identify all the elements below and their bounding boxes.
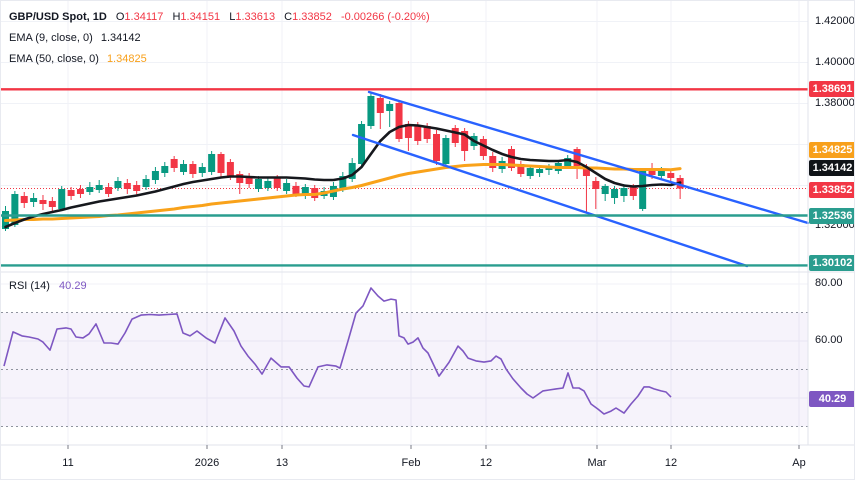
candle <box>67 186 75 200</box>
time-axis-label: 12 <box>479 457 493 469</box>
candle <box>161 162 169 177</box>
candle <box>667 170 675 182</box>
time-axis-label: 2026 <box>194 457 220 469</box>
change-value: -0.00266 (-0.20%) <box>340 11 430 23</box>
price-axis-label: 1.38000 <box>815 97 855 109</box>
time-axis-label: Mar <box>587 457 607 469</box>
candle <box>367 93 375 130</box>
candle <box>620 184 628 203</box>
candle <box>86 181 94 195</box>
candle <box>20 191 28 209</box>
candle <box>39 194 47 210</box>
rsi-value: 40.29 <box>59 280 87 292</box>
ema9-value: 1.34142 <box>100 32 141 44</box>
candle <box>105 182 113 198</box>
candle <box>507 145 515 172</box>
candle <box>451 125 459 148</box>
candle <box>133 180 141 196</box>
candle <box>582 163 590 213</box>
time-axis-label: Ap <box>792 457 806 469</box>
candles-series <box>2 93 684 232</box>
trendline[interactable] <box>367 90 810 225</box>
candle <box>264 176 272 191</box>
legend-symbol-row[interactable]: GBP/USD Spot, 1D O1.34117 H1.34151 L1.33… <box>9 10 430 24</box>
ohlc-close-value: 1.33852 <box>292 11 332 23</box>
candle <box>358 121 366 168</box>
symbol-title: GBP/USD Spot, 1D <box>9 11 107 23</box>
rsi-axis-badge: 40.29 <box>809 391 854 407</box>
candle <box>386 100 394 127</box>
candle <box>517 161 525 177</box>
rsi-line <box>3 287 672 415</box>
candle <box>592 176 600 209</box>
candle <box>433 130 441 165</box>
time-axis-label: 11 <box>62 457 74 469</box>
price-axis-label: 1.42000 <box>815 15 855 27</box>
candle <box>114 176 122 191</box>
ema-line <box>4 123 682 229</box>
candle <box>348 158 356 182</box>
time-axis-label: Feb <box>401 457 421 469</box>
candle <box>58 185 66 212</box>
candle <box>479 135 487 160</box>
candle <box>639 167 647 212</box>
price-axis-badge: 1.30102 <box>809 255 854 271</box>
price-axis-badge: 1.32536 <box>809 208 854 224</box>
candle <box>283 179 291 195</box>
legend-ema50-row[interactable]: EMA (50, close, 0) 1.34825 <box>9 52 147 66</box>
candle <box>208 150 216 176</box>
ohlc-low-key: L <box>229 11 236 23</box>
candle <box>489 152 497 172</box>
price-axis-badge: 1.38691 <box>809 81 854 97</box>
price-axis-badge: 1.34825 <box>809 142 854 158</box>
candle <box>601 184 609 201</box>
candle <box>30 193 38 208</box>
candle <box>95 180 103 194</box>
ohlc-low-value: 1.33613 <box>235 11 276 23</box>
candle <box>76 185 84 199</box>
candle <box>198 162 206 177</box>
legend-ema9-row[interactable]: EMA (9, close, 0) 1.34142 <box>9 31 141 45</box>
candle <box>611 185 619 204</box>
ema9-label: EMA (9, close, 0) <box>9 32 93 44</box>
price-axis-badge: 1.33852 <box>809 182 854 198</box>
candle <box>142 175 150 191</box>
candle <box>301 184 309 200</box>
candle <box>217 152 225 177</box>
candle <box>48 197 56 212</box>
candle <box>236 171 244 195</box>
candle <box>676 175 684 200</box>
candle <box>170 156 178 172</box>
rsi-band <box>1 312 808 427</box>
time-axis-label: 13 <box>275 457 289 469</box>
price-axis-badge: 1.34142 <box>809 160 854 176</box>
candle <box>123 179 131 195</box>
trendline[interactable] <box>351 133 749 268</box>
time-axis-label: 12 <box>664 457 678 469</box>
candle <box>245 172 253 189</box>
legend-rsi-row[interactable]: RSI (14) 40.29 <box>9 279 87 293</box>
candle <box>180 159 188 176</box>
candle <box>151 167 159 185</box>
rsi-label: RSI (14) <box>9 280 50 292</box>
ohlc-open-key: O <box>115 11 125 23</box>
ema50-label: EMA (50, close, 0) <box>9 53 99 65</box>
rsi-axis-label: 80.00 <box>815 277 843 289</box>
ohlc-high-value: 1.34151 <box>180 11 221 23</box>
ohlc-high-key: H <box>172 11 181 23</box>
candle <box>442 135 450 168</box>
ohlc-close-key: C <box>284 11 293 23</box>
candle <box>189 161 197 178</box>
price-axis-label: 1.40000 <box>815 56 855 68</box>
rsi-axis-label: 60.00 <box>815 334 843 346</box>
ema50-value: 1.34825 <box>106 53 147 65</box>
pane-separators <box>1 1 854 449</box>
candle <box>376 94 384 130</box>
candle <box>395 99 403 142</box>
ohlc-open-value: 1.34117 <box>124 11 164 23</box>
